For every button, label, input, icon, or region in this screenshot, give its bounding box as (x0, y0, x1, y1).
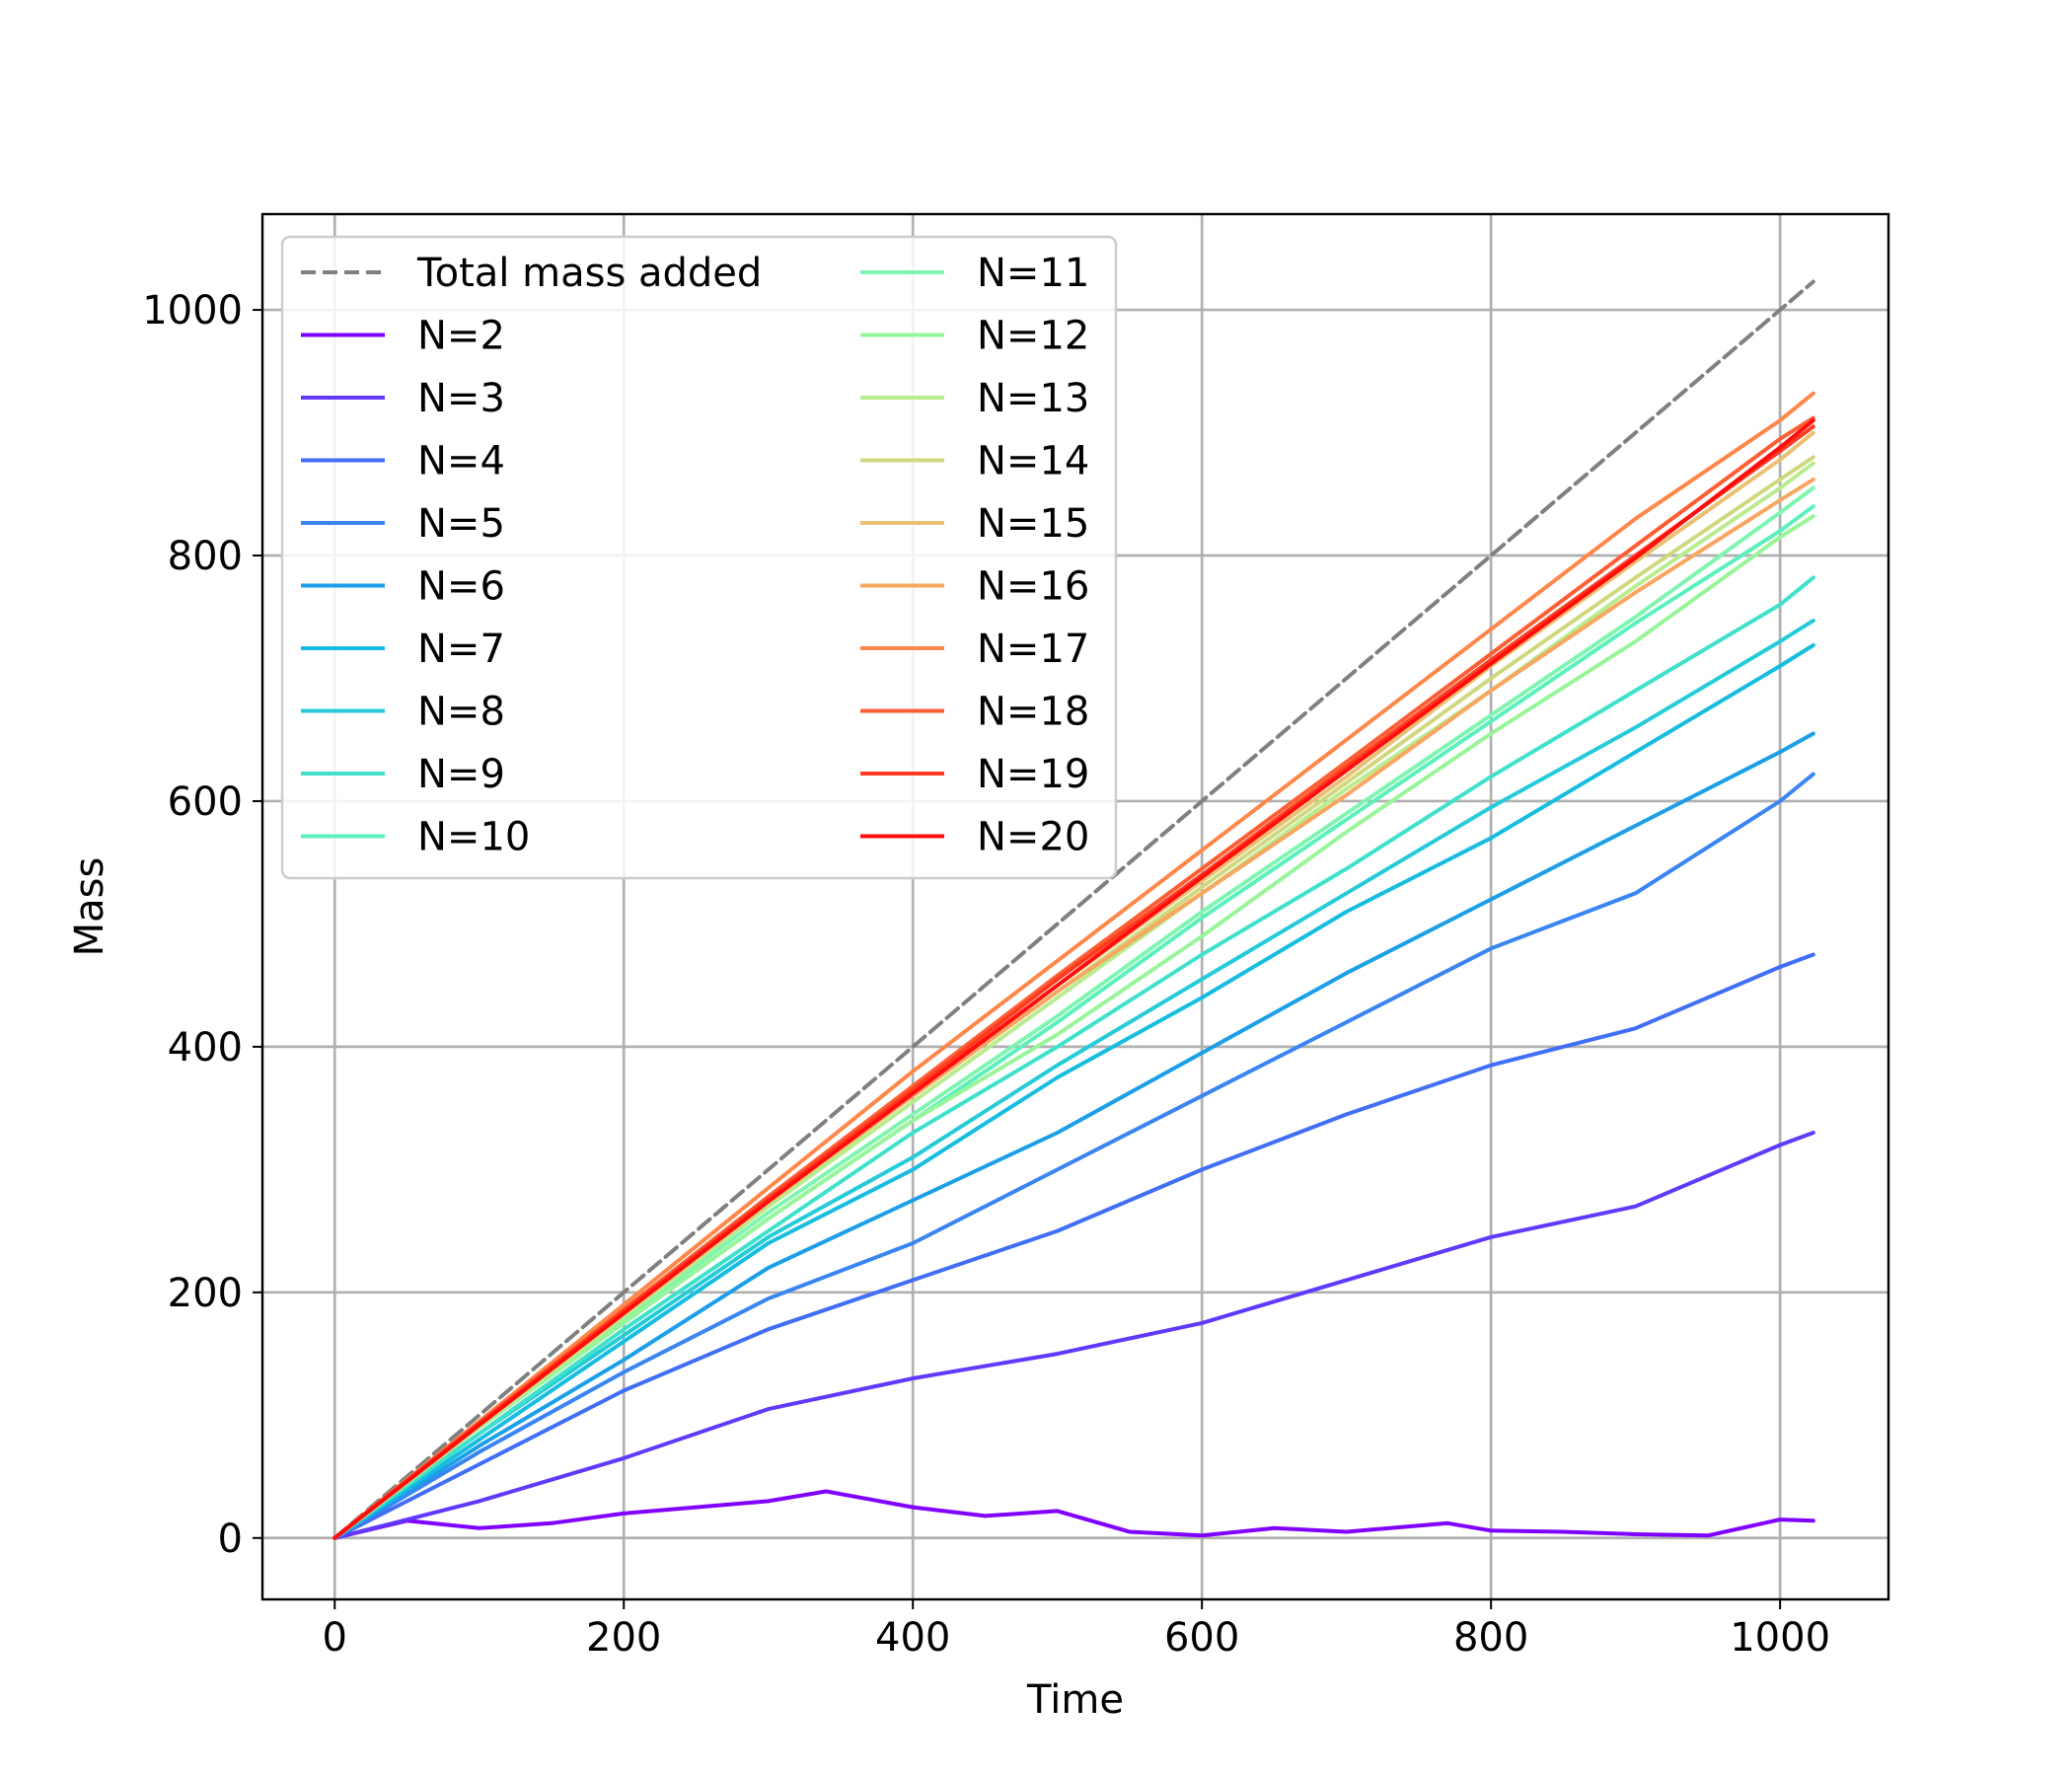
y-tick-label: 400 (168, 1025, 243, 1071)
series-line (333, 418, 1815, 1540)
legend: Total mass added N=2 N=3 N=4 N=5 N=6 N=7 N=8 N=9… (280, 235, 1118, 880)
legend-label: N=20 (977, 815, 1089, 860)
series-line (333, 642, 1815, 1540)
legend-label: N=13 (977, 376, 1089, 421)
x-tick-label: 600 (1164, 1615, 1239, 1661)
legend-label: N=15 (977, 501, 1089, 547)
series-line (333, 575, 1815, 1540)
y-tick-label: 600 (168, 779, 243, 825)
series-line (333, 952, 1815, 1540)
series-line (333, 1131, 1815, 1540)
x-tick-label: 200 (586, 1615, 661, 1661)
legend-label: N=16 (977, 564, 1089, 610)
legend-label: N=3 (417, 376, 505, 421)
legend-label: Total mass added (416, 251, 762, 296)
legend-label: N=10 (417, 815, 530, 860)
series-line (333, 731, 1815, 1540)
x-axis-label: Time (1026, 1677, 1124, 1723)
series-line (333, 1489, 1815, 1540)
legend-label: N=5 (417, 501, 505, 547)
legend-label: N=18 (977, 690, 1089, 735)
x-tick-label: 800 (1453, 1615, 1528, 1661)
y-tick-label: 0 (218, 1517, 243, 1562)
x-tick-label: 400 (875, 1615, 950, 1661)
x-tick-label: 1000 (1730, 1615, 1830, 1661)
legend-label: N=11 (977, 251, 1089, 296)
legend-label: N=14 (977, 439, 1089, 484)
legend-label: N=17 (977, 627, 1089, 672)
x-tick-label: 0 (323, 1615, 347, 1661)
series-line (333, 619, 1815, 1540)
legend-label: N=6 (417, 564, 505, 610)
series-line (333, 514, 1815, 1540)
y-tick-label: 1000 (142, 288, 243, 333)
axis-ticks: 0 200 400 600 800 1000 0 200 400 600 800 1000 (142, 288, 1830, 1661)
legend-label: N=2 (417, 314, 505, 359)
series-line (333, 279, 1815, 1540)
legend-label: N=19 (977, 752, 1089, 797)
legend-label: N=12 (977, 314, 1089, 359)
y-tick-label: 800 (168, 534, 243, 579)
plot-frame (260, 212, 1890, 1601)
y-axis-label: Mass (67, 857, 112, 957)
series-line (333, 391, 1815, 1540)
series-line (333, 772, 1815, 1540)
legend-label: N=7 (417, 627, 505, 672)
legend-label: N=8 (417, 690, 505, 735)
y-tick-label: 200 (168, 1271, 243, 1316)
legend-label: N=4 (417, 439, 505, 484)
series-lines (333, 279, 1815, 1540)
legend-label: N=9 (417, 752, 505, 797)
